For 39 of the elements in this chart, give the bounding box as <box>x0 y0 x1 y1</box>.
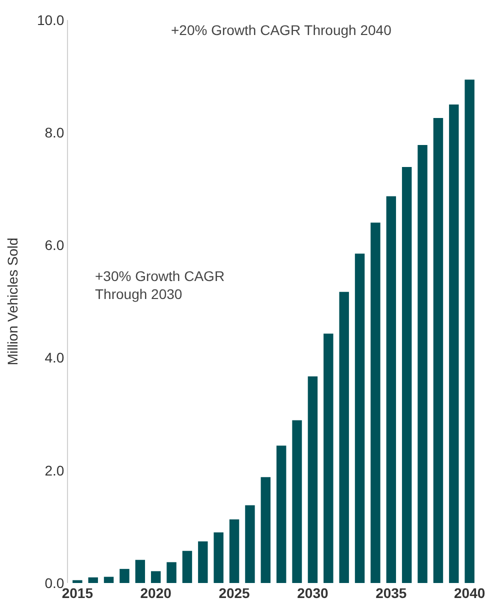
bar <box>229 519 240 583</box>
bar <box>339 292 349 583</box>
x-tick-label: 2025 <box>218 585 250 601</box>
y-tick-label: 6.0 <box>44 237 64 254</box>
bar <box>166 562 176 583</box>
annotation: +30% Growth CAGR Through 2030 <box>95 268 225 302</box>
bar <box>88 577 98 583</box>
y-tick-label: 2.0 <box>44 462 64 478</box>
bar <box>386 196 396 583</box>
x-tick-label: 2030 <box>297 585 328 601</box>
bar <box>198 541 208 583</box>
bar <box>292 420 302 583</box>
bar <box>308 376 318 583</box>
bar <box>120 568 130 583</box>
bar <box>150 571 161 583</box>
x-tick-label: 2020 <box>140 585 172 601</box>
bar <box>449 104 459 583</box>
bar <box>370 222 380 583</box>
bar <box>245 505 255 583</box>
y-tick-label: 10.0 <box>36 12 64 28</box>
bar <box>104 576 114 583</box>
bar <box>182 550 192 583</box>
bar <box>464 80 474 583</box>
annotation: +20% Growth CAGR Through 2040 <box>171 22 392 38</box>
bar <box>260 477 271 583</box>
bar <box>433 118 444 583</box>
bar <box>418 144 428 583</box>
y-axis-title: Million Vehicles Sold <box>4 238 21 366</box>
x-tick-label: 2040 <box>454 585 486 601</box>
bar <box>324 334 334 583</box>
y-tick-label: 8.0 <box>44 124 64 140</box>
bar <box>135 560 146 583</box>
bar <box>72 580 82 583</box>
x-tick-label: 2035 <box>376 585 407 601</box>
bar <box>276 446 286 583</box>
bar <box>402 166 412 583</box>
bar <box>214 532 224 583</box>
y-tick-label: 4.0 <box>44 350 64 366</box>
bar <box>354 254 365 583</box>
